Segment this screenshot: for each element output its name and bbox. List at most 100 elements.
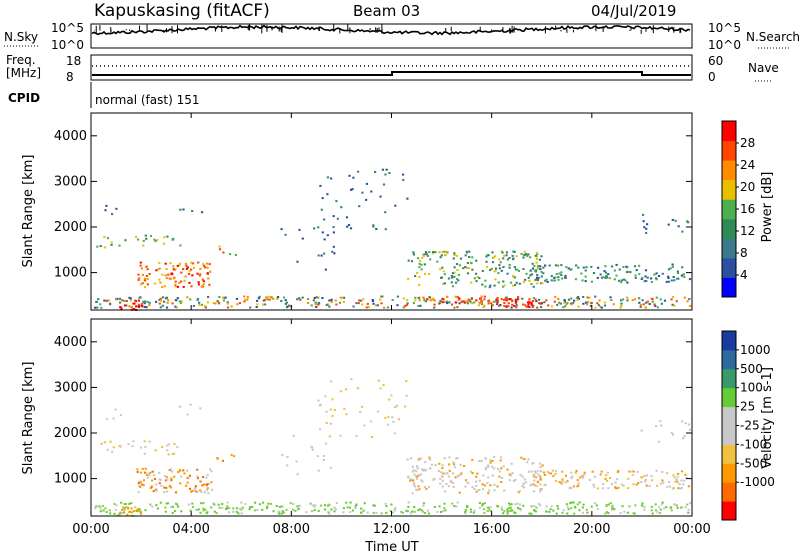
echo-cell bbox=[326, 193, 329, 196]
echo-cell bbox=[561, 277, 564, 280]
x-tick-label: 20:00 bbox=[573, 522, 610, 537]
echo-cell bbox=[535, 269, 538, 272]
echo-cell bbox=[533, 265, 536, 267]
echo-cell bbox=[413, 485, 416, 488]
echo-cell bbox=[586, 303, 589, 306]
echo-cell bbox=[485, 255, 488, 258]
echo-cell bbox=[633, 265, 637, 268]
echo-cell bbox=[174, 267, 177, 270]
echo-cell bbox=[198, 303, 201, 306]
echo-cell bbox=[608, 277, 611, 280]
echo-cell bbox=[489, 269, 492, 272]
echo-cell bbox=[679, 487, 682, 490]
echo-cell bbox=[631, 299, 634, 302]
echo-cell bbox=[536, 481, 539, 484]
echo-cell bbox=[545, 510, 548, 513]
echo-cell bbox=[508, 479, 511, 482]
echo-cell bbox=[534, 471, 537, 474]
echo-cell bbox=[531, 262, 534, 265]
echo-cell bbox=[560, 470, 564, 473]
echo-cell bbox=[184, 275, 187, 278]
echo-cell bbox=[268, 298, 271, 301]
echo-cell bbox=[488, 286, 491, 289]
echo-cell bbox=[319, 504, 323, 507]
echo-cell bbox=[272, 297, 275, 300]
echo-cell bbox=[540, 271, 543, 273]
echo-cell bbox=[330, 298, 333, 301]
echo-cell bbox=[323, 238, 326, 241]
echo-cell bbox=[635, 483, 638, 486]
y-tick-label: 2000 bbox=[54, 220, 87, 235]
echo-cell bbox=[623, 510, 626, 513]
echo-cell bbox=[280, 300, 283, 302]
echo-cell bbox=[453, 252, 456, 255]
echo-cell bbox=[440, 276, 444, 279]
echo-cell bbox=[319, 404, 322, 407]
echo-cell bbox=[226, 302, 229, 305]
echo-cell bbox=[478, 301, 481, 304]
colorbar-segment bbox=[722, 331, 736, 351]
echo-cell bbox=[173, 510, 177, 513]
echo-cell bbox=[489, 509, 492, 512]
echo-cell bbox=[582, 302, 585, 305]
echo-cell bbox=[298, 504, 301, 507]
echo-cell bbox=[189, 509, 192, 512]
echo-cell bbox=[143, 452, 146, 455]
echo-cell bbox=[502, 280, 505, 283]
echo-cell bbox=[666, 472, 669, 475]
echo-cell bbox=[420, 509, 423, 512]
echo-cell bbox=[520, 456, 523, 459]
echo-cell bbox=[123, 299, 126, 302]
echo-cell bbox=[486, 510, 489, 512]
echo-cell bbox=[284, 302, 287, 305]
echo-cell bbox=[417, 509, 420, 512]
y-tick-label: 1000 bbox=[54, 266, 87, 281]
x-tick-label: 08:00 bbox=[273, 522, 310, 537]
echo-cell bbox=[643, 508, 646, 511]
y-tick-label: 1000 bbox=[54, 472, 87, 487]
echo-cell bbox=[379, 195, 382, 198]
echo-cell bbox=[196, 477, 199, 480]
echo-cell bbox=[640, 429, 643, 432]
echo-cell bbox=[563, 299, 566, 301]
echo-cell bbox=[195, 490, 198, 493]
echo-cell bbox=[142, 479, 146, 482]
echo-cell bbox=[395, 404, 398, 407]
echo-cell bbox=[500, 481, 503, 483]
echo-cell bbox=[179, 469, 182, 472]
echo-cell bbox=[480, 302, 483, 305]
echo-cell bbox=[527, 458, 530, 461]
echo-cell bbox=[144, 467, 147, 470]
echo-cell bbox=[483, 304, 486, 307]
echo-cell bbox=[201, 284, 204, 287]
echo-cell bbox=[509, 281, 513, 284]
echo-cell bbox=[217, 503, 220, 506]
echo-cell bbox=[557, 264, 560, 267]
echo-cell bbox=[244, 502, 247, 505]
echo-cell bbox=[154, 240, 157, 243]
echo-cell bbox=[671, 487, 674, 490]
echo-cell bbox=[412, 251, 415, 254]
echo-cell bbox=[539, 462, 542, 465]
echo-cell bbox=[208, 482, 211, 485]
echo-cell bbox=[675, 277, 678, 280]
echo-cell bbox=[659, 298, 662, 301]
freq-tick-bottom: 8 bbox=[66, 70, 74, 84]
echo-cell bbox=[317, 301, 320, 304]
echo-cell bbox=[114, 408, 117, 411]
echo-cell bbox=[532, 304, 535, 307]
echo-cell bbox=[656, 484, 659, 487]
echo-cell bbox=[174, 491, 178, 494]
echo-cell bbox=[464, 485, 467, 488]
echo-cell bbox=[629, 271, 632, 274]
echo-cell bbox=[169, 262, 172, 265]
echo-cell bbox=[106, 237, 109, 240]
echo-cell bbox=[592, 272, 596, 274]
echo-cell bbox=[385, 505, 388, 508]
echo-cell bbox=[171, 505, 174, 508]
echo-cell bbox=[522, 486, 526, 489]
echo-cell bbox=[501, 251, 504, 254]
echo-cell bbox=[563, 301, 566, 304]
echo-cell bbox=[655, 272, 658, 275]
echo-cell bbox=[172, 268, 175, 271]
